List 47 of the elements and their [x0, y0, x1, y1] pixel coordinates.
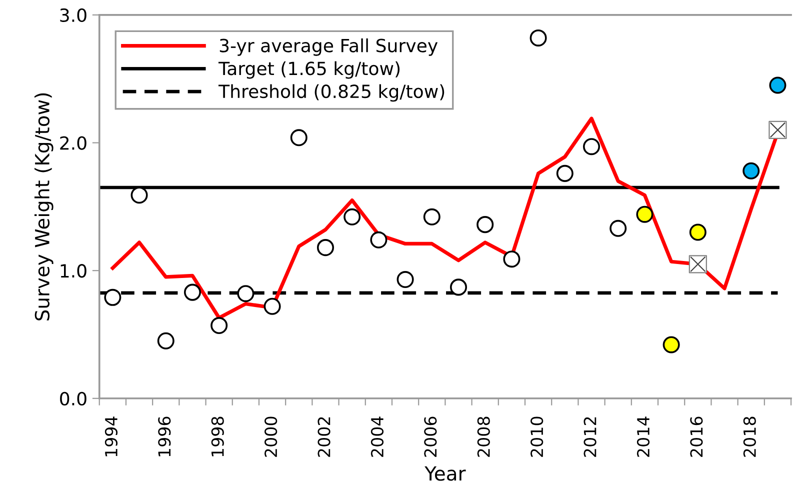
- point: [610, 220, 627, 237]
- y-tick-label: 3.0: [60, 8, 86, 22]
- y-tick-label: 2.0: [60, 136, 86, 150]
- x-tick-label: 1994: [104, 416, 118, 456]
- x-tick-label: 1998: [211, 416, 224, 456]
- point: [157, 332, 174, 350]
- x-tick-label: 2004: [370, 416, 384, 457]
- point: [237, 285, 254, 302]
- x-tick-label: 2016: [690, 416, 703, 457]
- legend-label: Threshold (0.825 kg/tow): [218, 84, 444, 102]
- point: [503, 250, 520, 268]
- point: [530, 29, 547, 46]
- point: [396, 271, 414, 288]
- point: [370, 231, 388, 248]
- x-tick-label: 2012: [584, 417, 596, 457]
- point: [636, 206, 654, 223]
- point: [290, 129, 308, 146]
- point: [344, 208, 361, 226]
- point: [769, 76, 786, 94]
- point: [742, 162, 760, 180]
- x-tick-label: 2002: [318, 417, 330, 457]
- y-axis-title: Survey Weight (Kg/tow): [34, 93, 54, 320]
- x-tick-label: 2008: [477, 416, 490, 457]
- point: [556, 164, 574, 182]
- legend-label: 3-yr average Fall Survey: [220, 38, 438, 56]
- legend-label: Target (1.65 kg/tow): [218, 61, 400, 79]
- x-tick-label: 2010: [530, 416, 544, 457]
- point: [689, 224, 706, 241]
- point: [583, 138, 600, 156]
- point: [662, 336, 680, 354]
- point: [104, 288, 122, 306]
- point: [184, 284, 201, 301]
- x-tick-label: 2000: [264, 416, 278, 457]
- point: [476, 216, 494, 234]
- x-tick-label: 2006: [424, 416, 437, 457]
- point: [264, 298, 281, 315]
- x-tick-label: 2018: [743, 416, 756, 457]
- x-tick-label: 1996: [158, 416, 171, 456]
- point: [423, 208, 440, 226]
- x-axis-title: Year: [424, 466, 466, 481]
- point: [130, 186, 148, 204]
- point: [450, 278, 468, 296]
- x-tick-label: 2014: [636, 416, 650, 457]
- y-tick-label: 1.0: [60, 264, 86, 278]
- point: [210, 317, 228, 334]
- point: [316, 239, 334, 256]
- y-tick-label: 0.0: [60, 392, 86, 406]
